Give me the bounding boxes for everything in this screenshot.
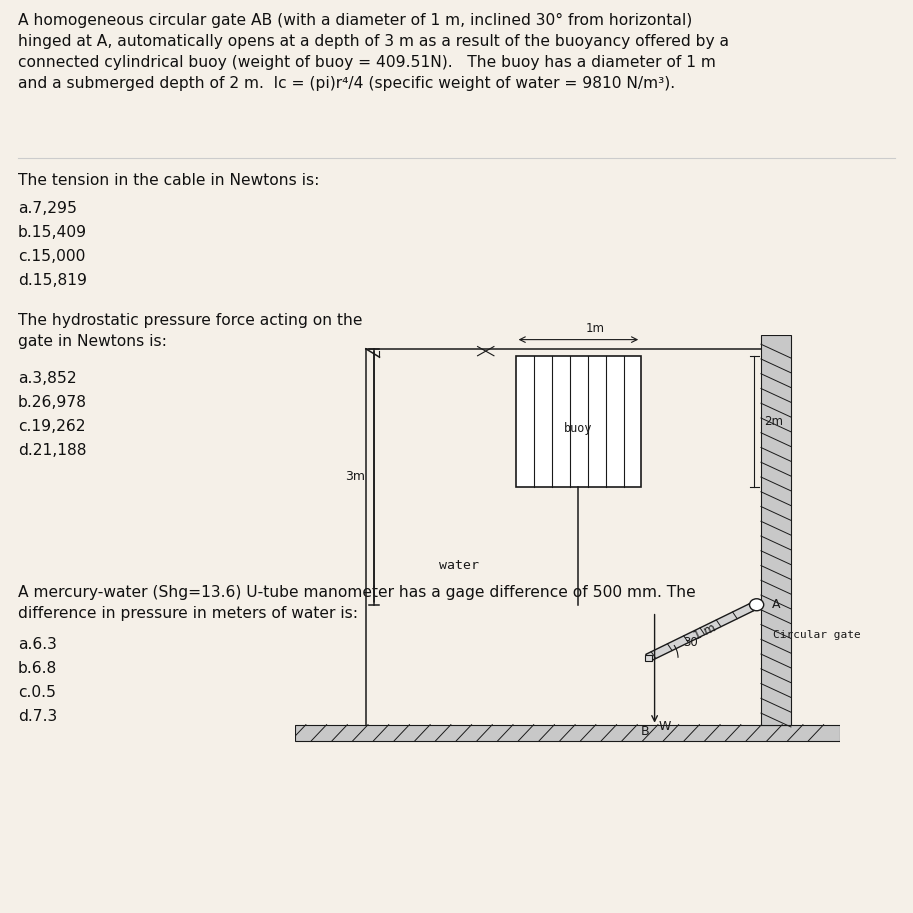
Text: d.21,188: d.21,188: [18, 443, 87, 458]
Text: 1 m: 1 m: [692, 621, 719, 643]
Bar: [645, 655, 652, 661]
Text: A homogeneous circular gate AB (with a diameter of 1 m, inclined 30° from horizo: A homogeneous circular gate AB (with a d…: [18, 13, 729, 91]
Text: B: B: [641, 725, 650, 738]
Text: A mercury-water (Shg=13.6) U-tube manometer has a gage difference of 500 mm. The: A mercury-water (Shg=13.6) U-tube manome…: [18, 585, 696, 621]
Text: 1m: 1m: [585, 322, 604, 335]
Text: a.7,295: a.7,295: [18, 201, 77, 216]
Text: c.19,262: c.19,262: [18, 419, 86, 434]
Text: c.15,000: c.15,000: [18, 249, 86, 264]
Bar: [516, 356, 641, 488]
Text: b.26,978: b.26,978: [18, 395, 87, 410]
Text: Circular gate: Circular gate: [773, 630, 861, 640]
Text: W: W: [659, 720, 671, 733]
Text: 3m: 3m: [345, 470, 365, 483]
Polygon shape: [645, 602, 759, 661]
Text: A: A: [771, 598, 781, 611]
Bar: [295, 725, 840, 740]
Bar: [761, 335, 791, 725]
Text: a.3,852: a.3,852: [18, 371, 77, 386]
Text: The tension in the cable in Newtons is:: The tension in the cable in Newtons is:: [18, 173, 320, 188]
Text: buoy: buoy: [564, 422, 593, 435]
Text: c.0.5: c.0.5: [18, 685, 56, 700]
Text: b.15,409: b.15,409: [18, 225, 87, 240]
Circle shape: [750, 599, 763, 611]
Text: b.6.8: b.6.8: [18, 661, 58, 676]
Text: 30: 30: [684, 636, 698, 649]
Text: d.7.3: d.7.3: [18, 709, 58, 724]
Text: 2m: 2m: [764, 415, 783, 428]
Text: The hydrostatic pressure force acting on the
gate in Newtons is:: The hydrostatic pressure force acting on…: [18, 313, 362, 349]
Text: a.6.3: a.6.3: [18, 637, 57, 652]
Text: d.15,819: d.15,819: [18, 273, 87, 288]
Text: water: water: [438, 559, 478, 572]
